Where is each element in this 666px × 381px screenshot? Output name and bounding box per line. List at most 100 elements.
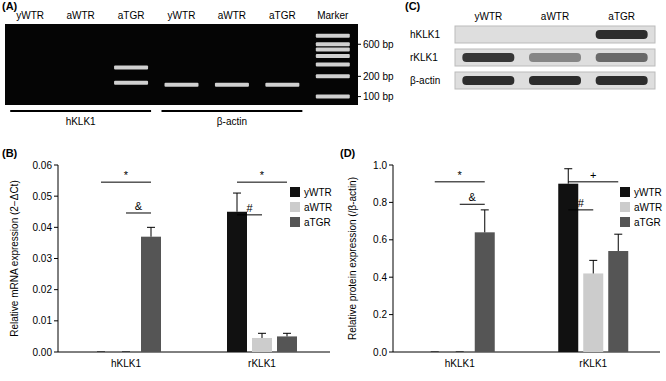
significance-mark: *: [124, 169, 129, 181]
category-label: rKLK1: [579, 358, 607, 369]
tick-label: 0.4: [373, 272, 387, 283]
group-line: [10, 110, 151, 112]
gel-band: [316, 34, 350, 38]
error-cap: [97, 352, 105, 353]
error-bar: [589, 260, 597, 273]
error-stem: [262, 333, 263, 338]
error-cap: [614, 234, 622, 235]
group-line: [162, 110, 303, 112]
tick: [54, 352, 58, 353]
bar: [583, 273, 603, 352]
bar: [475, 232, 495, 352]
tick: [54, 320, 58, 321]
legend-swatch: [290, 202, 300, 212]
significance-line: [237, 182, 287, 183]
significance-mark: +: [590, 169, 596, 181]
error-cap: [283, 333, 291, 334]
legend-swatch: [290, 217, 300, 227]
significance-mark: &: [469, 191, 477, 203]
significance-line: [435, 181, 485, 182]
blot-band: [596, 76, 648, 85]
panel-label: (B): [2, 147, 18, 159]
legend-label: yWTR: [634, 187, 662, 198]
blot-band: [596, 53, 648, 62]
gel: [5, 24, 358, 105]
tick: [389, 165, 393, 166]
error-bar: [456, 352, 464, 353]
legend-swatch: [620, 202, 630, 212]
significance-line: [237, 214, 262, 215]
blot-band: [462, 76, 514, 85]
error-bar: [233, 193, 241, 212]
marks: [431, 169, 629, 352]
legend: yWTRaWTRaTGR: [620, 187, 662, 228]
panel-label: (A): [2, 0, 18, 12]
error-bar: [283, 333, 291, 336]
gel-panel: yWTRaWTRaTGRyWTRaWTRaTGRMarker600 bp200 …: [5, 10, 394, 127]
tick-label: 0.06: [33, 160, 53, 171]
tick: [389, 314, 393, 315]
tick-label: 600 bp: [363, 39, 394, 50]
error-cap: [258, 333, 266, 334]
y-axis: [393, 165, 394, 352]
lane-label: aWTR: [541, 11, 569, 22]
gel-band: [316, 63, 350, 67]
bar: [558, 184, 578, 352]
bar: [450, 352, 470, 353]
error-bar: [147, 227, 155, 236]
error-cap: [456, 352, 464, 353]
tick: [54, 227, 58, 228]
bar: [141, 237, 161, 352]
bar: [91, 352, 111, 353]
legend-swatch: [620, 187, 630, 197]
significance-mark: *: [260, 169, 265, 181]
error-cap: [481, 209, 489, 210]
blot-band: [596, 30, 648, 39]
error-cap: [589, 260, 597, 261]
lane-label: aTGR: [269, 10, 296, 21]
error-stem: [484, 210, 485, 232]
gel-band: [215, 83, 249, 87]
row-label: β-actin: [410, 75, 440, 86]
group-label: β-actin: [217, 116, 247, 127]
bar: [227, 212, 247, 352]
gel-band: [165, 83, 199, 87]
row-label: hKLK1: [410, 29, 440, 40]
tick-label: 0.2: [373, 309, 387, 320]
lane-label: yWTR: [474, 11, 502, 22]
blot-panel: yWTRaWTRaTGRhKLK1rKLK1β-actin: [410, 11, 655, 89]
error-stem: [593, 260, 594, 273]
error-bar: [97, 352, 105, 353]
error-cap: [122, 352, 130, 353]
gel-band: [114, 66, 148, 70]
legend-label: aTGR: [634, 217, 661, 228]
blot-band: [462, 30, 514, 39]
lane-label: yWTR: [16, 10, 44, 21]
lane-label: Marker: [317, 10, 349, 21]
lane-label: aTGR: [608, 11, 635, 22]
category-label: rKLK1: [248, 358, 276, 369]
tick-label: 1.0: [373, 160, 387, 171]
tick: [358, 76, 361, 77]
tick-label: 0.00: [33, 347, 53, 358]
gel-band: [316, 95, 350, 99]
tick-label: 200 bp: [363, 71, 394, 82]
legend: yWTRaWTRaTGR: [290, 187, 332, 228]
tick-label: 0.01: [33, 315, 53, 326]
tick-label: 0.03: [33, 253, 53, 264]
gel-band: [316, 48, 350, 52]
blot-strip: [455, 26, 655, 43]
bar-panel: 0.000.010.020.030.040.050.06hKLK1rKLK1Re…: [9, 160, 332, 370]
error-cap: [233, 193, 241, 194]
y-axis-label: Relative protein expression (/β-actin): [347, 177, 358, 340]
tick: [54, 258, 58, 259]
tick-label: 0.04: [33, 222, 53, 233]
error-cap: [564, 168, 572, 169]
legend-swatch: [290, 187, 300, 197]
tick: [358, 44, 361, 45]
significance-line: [460, 204, 485, 205]
blot-strip: [455, 49, 655, 66]
tick: [54, 165, 58, 166]
legend-label: yWTR: [304, 187, 332, 198]
significance-line: [101, 182, 151, 183]
